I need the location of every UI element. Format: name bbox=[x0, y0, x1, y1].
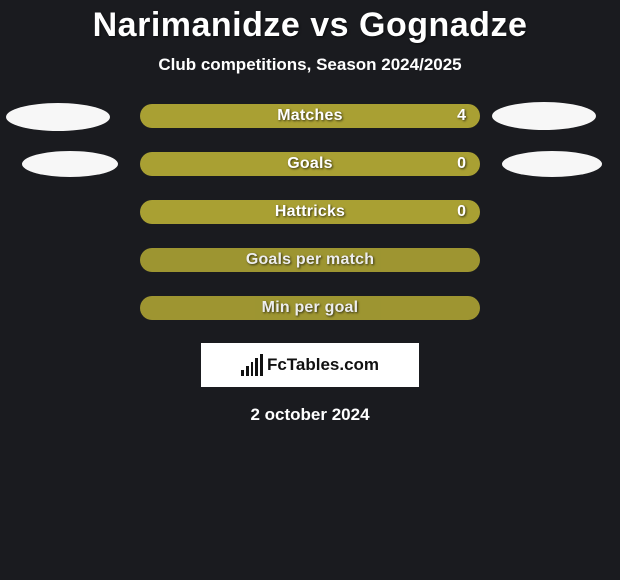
date-text: 2 october 2024 bbox=[250, 405, 369, 425]
stat-label: Hattricks bbox=[275, 203, 345, 221]
stat-label: Matches bbox=[277, 107, 342, 125]
stat-row: Min per goal bbox=[0, 295, 620, 321]
stat-bar-hattricks: Hattricks 0 bbox=[140, 200, 480, 224]
stat-bar-matches: Matches 4 bbox=[140, 104, 480, 128]
stat-bar-goals: Goals 0 bbox=[140, 152, 480, 176]
stat-row: Hattricks 0 bbox=[0, 199, 620, 225]
page-subtitle: Club competitions, Season 2024/2025 bbox=[158, 55, 461, 75]
page-title: Narimanidze vs Gognadze bbox=[93, 6, 528, 45]
source-logo: FcTables.com bbox=[201, 343, 419, 387]
stat-label: Goals bbox=[287, 155, 332, 173]
bar-chart-icon bbox=[241, 354, 263, 376]
stat-value: 0 bbox=[457, 203, 466, 221]
stat-bar-goals-per-match: Goals per match bbox=[140, 248, 480, 272]
stat-row: Goals 0 bbox=[0, 151, 620, 177]
stat-value: 0 bbox=[457, 155, 466, 173]
infographic-wrap: Narimanidze vs Gognadze Club competition… bbox=[0, 0, 620, 425]
stat-row: Goals per match bbox=[0, 247, 620, 273]
stat-label: Min per goal bbox=[262, 299, 359, 317]
stat-rows: Matches 4 Goals 0 Hattricks 0 Goals per … bbox=[0, 103, 620, 321]
stat-label: Goals per match bbox=[246, 251, 374, 269]
stat-row: Matches 4 bbox=[0, 103, 620, 129]
logo-text: FcTables.com bbox=[267, 355, 379, 375]
stat-bar-min-per-goal: Min per goal bbox=[140, 296, 480, 320]
stat-value: 4 bbox=[457, 107, 466, 125]
